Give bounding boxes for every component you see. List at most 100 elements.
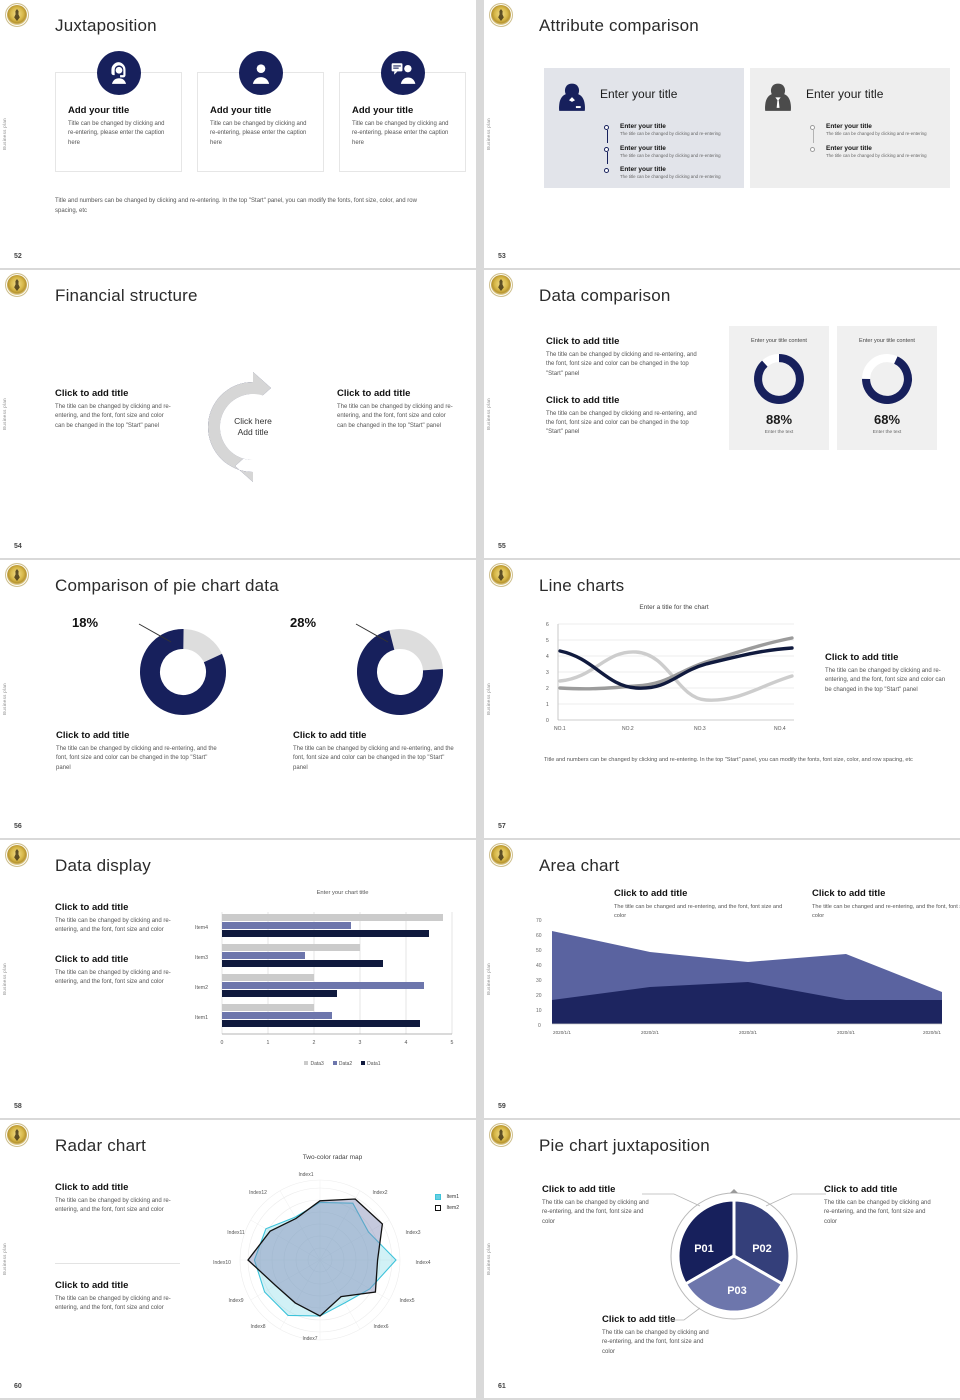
svg-text:2: 2 [313, 1040, 316, 1046]
svg-text:Item1: Item1 [195, 1015, 208, 1021]
page-number: 60 [14, 1383, 22, 1390]
slide-attribute-comparison: Business plan Attribute comparison Enter… [484, 0, 960, 268]
list-item-body: The title can be changed by clicking and… [620, 152, 721, 158]
speech-bubble-person-icon [380, 51, 425, 95]
divider [55, 1263, 180, 1264]
svg-text:3: 3 [359, 1040, 362, 1046]
footer-note: Title and numbers can be changed by clic… [544, 757, 913, 763]
block-body: The title can be changed by clicking and… [55, 918, 171, 934]
page-number: 52 [14, 253, 22, 260]
company-emblem-icon [489, 3, 513, 27]
list-item[interactable]: Enter your title The title can be change… [810, 123, 940, 143]
timeline-connector [606, 151, 608, 165]
block-body: The title can be changed by clicking and… [293, 746, 454, 771]
legend-item-item2: Item2 [435, 1205, 459, 1211]
svg-text:70: 70 [536, 918, 542, 924]
timeline-connector [812, 130, 814, 143]
block-title: Click to add title [293, 730, 367, 741]
svg-text:5: 5 [546, 638, 549, 644]
legend-item-data3: Data3 [304, 1061, 324, 1067]
svg-text:5: 5 [451, 1040, 454, 1046]
svg-text:Index10: Index10 [213, 1260, 231, 1266]
arc-label-right: Click here to add title [282, 413, 306, 468]
slide-pie-juxtaposition: Business plan Pie chart juxtaposition Cl… [484, 1120, 960, 1398]
callout-title: Click to add title [824, 1184, 898, 1195]
svg-text:2020/3/1: 2020/3/1 [739, 1030, 757, 1035]
block-body: The title can be changed by clicking and… [55, 969, 171, 985]
block-title: Click to add title [546, 336, 620, 347]
block-body: The title can be changed by clicking and… [546, 352, 697, 377]
page-title: Data display [55, 856, 151, 875]
right-text-block: Click to add title The title can be chan… [825, 652, 950, 695]
svg-text:2020/5/1: 2020/5/1 [923, 1030, 941, 1035]
chart-title: Enter your chart title [316, 890, 369, 896]
list-item[interactable]: Enter your title The title can be change… [604, 166, 734, 181]
list-item[interactable]: Enter your title The title can be change… [604, 123, 734, 143]
svg-text:4: 4 [405, 1040, 408, 1046]
card-body: Title can be changed by clicking and re-… [352, 121, 449, 146]
footer-note: Title and numbers can be changed by clic… [55, 198, 417, 215]
info-card[interactable]: Add your title Title can be changed by c… [339, 51, 466, 172]
svg-text:Index7: Index7 [302, 1336, 317, 1342]
callout-title: Click to add title [542, 1184, 616, 1195]
donut-card[interactable]: Enter your title content 68% Enter the t… [837, 326, 937, 450]
block-title: Click to add title [337, 388, 411, 399]
callout-top-left: Click to add title The title can be chan… [542, 1184, 654, 1227]
company-emblem-icon [489, 843, 513, 867]
block-body: The title can be changed by clicking and… [337, 404, 453, 429]
sidebar-vertical-label: Business plan [486, 683, 491, 715]
page-number: 61 [498, 1383, 506, 1390]
sidebar-vertical-label: Business plan [486, 398, 491, 430]
svg-text:Item4: Item4 [195, 925, 208, 931]
slice-label-p01: P01 [694, 1243, 714, 1255]
slice-label-p02: P02 [752, 1243, 772, 1255]
company-emblem-icon [489, 563, 513, 587]
chart-legend: Data3 Data2 Data1 [220, 1061, 465, 1067]
center-label[interactable]: Click here Add title [220, 394, 286, 460]
block-title: Click to add title [56, 730, 130, 741]
page-number: 54 [14, 543, 22, 550]
attribute-panel-male[interactable]: Enter your title Enter your title The ti… [750, 68, 950, 188]
attribute-panel-female[interactable]: Enter your title Enter your title The ti… [544, 68, 744, 188]
svg-text:Index5: Index5 [399, 1298, 414, 1304]
info-card[interactable]: Add your title Title can be changed by c… [55, 51, 182, 172]
slide-financial-structure: Business plan Financial structure Click … [0, 270, 476, 558]
slice-label-p03: P03 [727, 1285, 747, 1297]
timeline-dot-icon [810, 125, 815, 130]
svg-text:2020/4/1: 2020/4/1 [837, 1030, 855, 1035]
list-item[interactable]: Enter your title The title can be change… [810, 145, 940, 160]
svg-text:NO.2: NO.2 [622, 726, 634, 732]
block-body: The title can be changed by clicking and… [546, 410, 697, 436]
block-body: The title can be changed and re-entering… [614, 904, 783, 919]
pie-text-block: Click to add title The title can be chan… [293, 730, 458, 773]
sidebar-vertical-label: Business plan [486, 963, 491, 995]
svg-text:Item3: Item3 [195, 955, 208, 961]
donut-percent: 68% [873, 412, 901, 427]
panel-heading: Enter your title [806, 87, 884, 101]
timeline-dot-icon [810, 146, 815, 152]
male-avatar-icon [760, 80, 796, 121]
list-item[interactable]: Enter your title The title can be change… [604, 144, 734, 165]
chart-title: Two-color radar map [302, 1154, 363, 1161]
page-number: 55 [498, 543, 506, 550]
block-body: The title can be changed by clicking and… [55, 1296, 171, 1312]
info-card[interactable]: Add your title Title can be changed by c… [197, 51, 324, 172]
top-text-block: Click to add title The title can be chan… [614, 888, 784, 921]
card-body: Title can be changed by clicking and re-… [210, 121, 307, 146]
svg-text:Index8: Index8 [250, 1324, 265, 1330]
svg-text:40: 40 [536, 963, 542, 969]
right-text-block: Click to add title The title can be chan… [337, 388, 455, 431]
donut-card[interactable]: Enter your title content 88% Enter the t… [729, 326, 829, 450]
timeline-dot-icon [604, 168, 609, 174]
sidebar-vertical-label: Business plan [486, 118, 491, 150]
list-item-title: Enter your title [620, 144, 666, 152]
female-avatar-icon [554, 80, 590, 121]
list-item-title: Enter your title [620, 166, 666, 174]
svg-text:2: 2 [546, 686, 549, 692]
page-number: 59 [498, 1103, 506, 1110]
svg-text:20: 20 [536, 993, 542, 999]
callout-body: The title can be changed by clicking and… [602, 1330, 709, 1355]
svg-text:10: 10 [536, 1008, 542, 1014]
center-line-2: Add title [237, 427, 269, 437]
page-title: Radar chart [55, 1136, 147, 1155]
